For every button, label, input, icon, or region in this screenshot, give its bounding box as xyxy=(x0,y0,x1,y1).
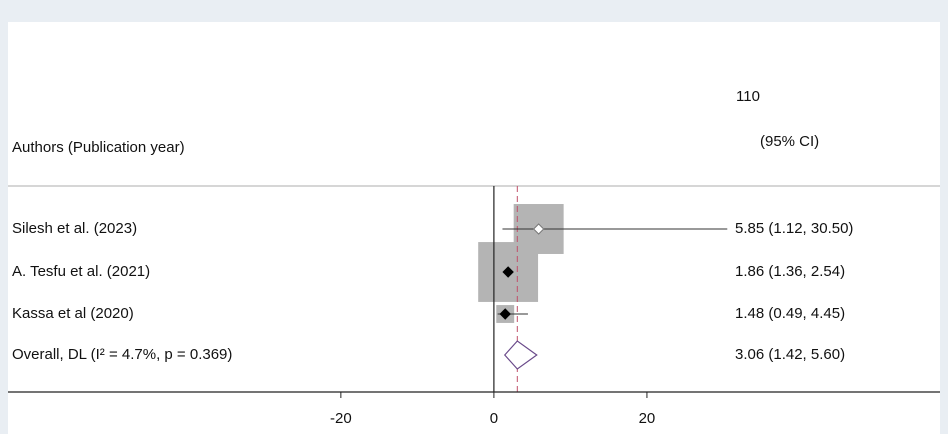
header-label: Authors (Publication year) xyxy=(12,139,185,156)
x-tick-label: 0 xyxy=(490,410,498,427)
study-label: Silesh et al. (2023) xyxy=(12,220,137,237)
x-tick-label: -20 xyxy=(330,410,352,427)
study-label: Kassa et al (2020) xyxy=(12,305,134,322)
plot-panel xyxy=(8,22,940,434)
overall-label: Overall, DL (I² = 4.7%, p = 0.369) xyxy=(12,346,232,363)
x-tick-label: 20 xyxy=(639,410,656,427)
point-estimate xyxy=(499,308,511,320)
overall-effect-label: 3.06 (1.42, 5.60) xyxy=(735,346,845,363)
point-estimate xyxy=(532,223,545,235)
header-stat: (95% CI) xyxy=(760,133,819,150)
header-stat-top: 110 xyxy=(736,88,760,105)
study-label: A. Tesfu et al. (2021) xyxy=(12,263,150,280)
effect-label: 5.85 (1.12, 30.50) xyxy=(735,220,853,237)
effect-label: 1.86 (1.36, 2.54) xyxy=(735,263,845,280)
effect-label: 1.48 (0.49, 4.45) xyxy=(735,305,845,322)
overall-diamond xyxy=(503,340,538,370)
point-estimate xyxy=(502,266,514,278)
